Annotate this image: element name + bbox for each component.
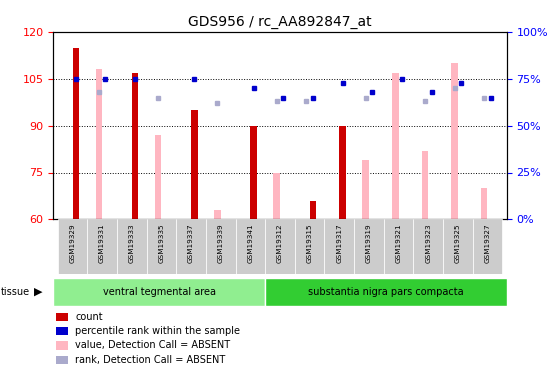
Bar (451, 63, 458, 219)
Bar (155, 135, 161, 219)
Bar (422, 151, 428, 219)
Text: GSM19315: GSM19315 (307, 224, 312, 263)
Bar (324, 219, 354, 274)
Bar (58, 219, 87, 274)
Text: GSM19333: GSM19333 (129, 224, 135, 263)
Bar (265, 219, 295, 274)
Text: value, Detection Call = ABSENT: value, Detection Call = ABSENT (75, 340, 230, 350)
Text: GSM19339: GSM19339 (218, 224, 223, 263)
Bar (443, 219, 473, 274)
Bar (191, 110, 198, 219)
Text: percentile rank within the sample: percentile rank within the sample (75, 326, 240, 336)
Bar (236, 219, 265, 274)
Text: GSM19337: GSM19337 (188, 224, 194, 263)
Bar (384, 219, 413, 274)
Text: rank, Detection Call = ABSENT: rank, Detection Call = ABSENT (75, 355, 225, 364)
Text: GSM19335: GSM19335 (158, 224, 165, 263)
Bar (73, 48, 79, 219)
Text: tissue: tissue (1, 286, 30, 297)
Text: GSM19319: GSM19319 (366, 224, 372, 263)
Text: count: count (75, 312, 102, 322)
Text: GSM19341: GSM19341 (248, 224, 253, 263)
Title: GDS956 / rc_AA892847_at: GDS956 / rc_AA892847_at (188, 15, 372, 30)
Text: GSM19323: GSM19323 (425, 224, 431, 263)
Text: GSM19312: GSM19312 (277, 224, 283, 263)
Bar (392, 72, 399, 219)
Bar (250, 126, 257, 219)
Bar (214, 210, 221, 219)
Bar (176, 219, 206, 274)
Bar (354, 219, 384, 274)
Text: ▶: ▶ (34, 286, 43, 297)
Text: substantia nigra pars compacta: substantia nigra pars compacta (308, 286, 464, 297)
Bar (362, 160, 369, 219)
Bar (273, 172, 280, 219)
Text: GSM19329: GSM19329 (69, 224, 76, 263)
Text: GSM19325: GSM19325 (455, 224, 461, 263)
Bar (413, 219, 443, 274)
Bar (310, 201, 316, 219)
Bar (132, 72, 138, 219)
Bar (265, 278, 507, 306)
Bar (206, 219, 236, 274)
Text: ventral tegmental area: ventral tegmental area (102, 286, 216, 297)
Bar (53, 278, 265, 306)
Text: GSM19317: GSM19317 (337, 224, 342, 263)
Bar (96, 69, 102, 219)
Text: GSM19331: GSM19331 (99, 224, 105, 263)
Bar (473, 219, 502, 274)
Bar (117, 219, 147, 274)
Text: GSM19321: GSM19321 (395, 224, 402, 263)
Bar (147, 219, 176, 274)
Bar (339, 126, 346, 219)
Bar (295, 219, 324, 274)
Bar (481, 188, 487, 219)
Text: GSM19327: GSM19327 (484, 224, 491, 263)
Bar (87, 219, 117, 274)
